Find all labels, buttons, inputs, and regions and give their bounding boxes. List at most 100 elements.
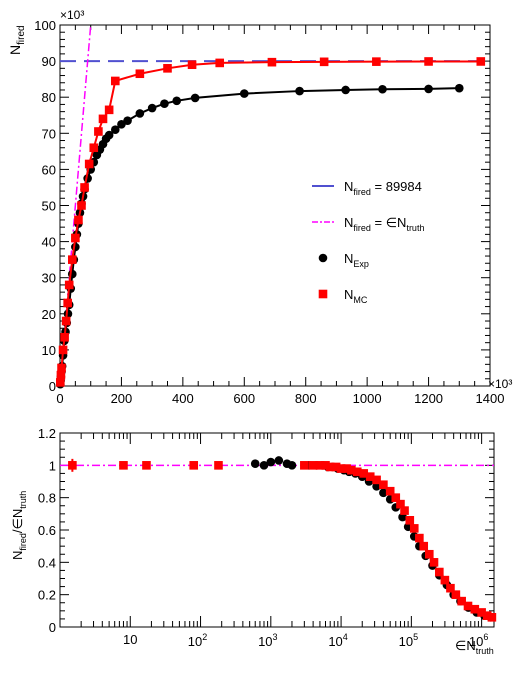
y-tick-label: 70 — [42, 126, 56, 141]
ratio-point-N_MC — [441, 576, 450, 585]
x-tick-label: 400 — [172, 391, 194, 406]
tick-base: 10 — [258, 634, 272, 649]
data-point-N_MC — [320, 58, 329, 67]
ratio-point-N_MC — [419, 542, 428, 551]
tick-exponent: 5 — [413, 632, 418, 642]
ratio-point-N_MC — [430, 558, 439, 567]
data-point-N_Exp — [455, 84, 464, 93]
x-tick-label: 1000 — [353, 391, 382, 406]
ratio-y-tick-label: 0 — [49, 620, 56, 635]
legend-label-part: N — [344, 179, 353, 194]
tick-exponent: 4 — [343, 632, 348, 642]
data-point-N_Exp — [378, 85, 387, 94]
ratio-x-tick-label: 103 — [258, 632, 277, 649]
y-tick-label: 0 — [49, 379, 56, 394]
legend-label: NExp — [344, 251, 369, 269]
ratio-point-N_MC — [435, 568, 444, 577]
ratio-point-N_MC — [214, 461, 223, 470]
x-tick-label: 200 — [111, 391, 133, 406]
ratio-y-axis-title: Nfired/∈Ntruth — [10, 491, 28, 560]
ratio-point-N_Exp — [275, 456, 284, 465]
data-point-N_MC — [57, 364, 66, 373]
ratio-y-tick-label: 1 — [49, 458, 56, 473]
ratio-y-tick-label: 0.8 — [38, 491, 56, 506]
data-point-N_MC — [105, 106, 114, 115]
legend-label-part: MC — [353, 295, 367, 305]
ratio-y-tick-label: 0.6 — [38, 523, 56, 538]
data-point-N_MC — [111, 77, 120, 86]
y-axis-title: Nfired — [7, 25, 27, 55]
ratio-point-N_MC — [405, 516, 414, 525]
data-point-N_MC — [85, 160, 94, 169]
ratio-x-tick-label: 104 — [328, 632, 347, 649]
ratio-x-tick-label: 10 — [123, 632, 137, 647]
data-point-N_MC — [68, 255, 77, 264]
y-tick-label: 40 — [42, 235, 56, 250]
data-point-N_MC — [372, 57, 381, 66]
y-tick-label: 60 — [42, 162, 56, 177]
ratio-point-N_Exp — [251, 459, 260, 468]
legend-label: Nfired = ∈Ntruth — [344, 215, 424, 233]
data-point-N_Exp — [160, 99, 169, 108]
y-tick-label: 90 — [42, 54, 56, 69]
data-point-N_MC — [136, 69, 145, 78]
ratio-y-axis-title-part: N — [10, 551, 25, 560]
ratio-point-N_MC — [400, 506, 409, 515]
y-axis-title-part: N — [7, 45, 23, 55]
ratio-point-N_MC — [415, 534, 424, 543]
tick-base: 10 — [188, 634, 202, 649]
data-point-N_MC — [63, 299, 72, 308]
data-point-N_MC — [163, 64, 172, 73]
y-tick-label: 80 — [42, 90, 56, 105]
data-point-N_MC — [268, 58, 277, 67]
data-point-N_MC — [71, 234, 80, 243]
data-point-N_MC — [62, 317, 71, 326]
y-tick-label: 10 — [42, 343, 56, 358]
data-point-N_MC — [99, 115, 108, 124]
legend-label-part: truth — [406, 223, 424, 233]
legend-label-part: fired — [353, 187, 371, 197]
ratio-point-N_MC — [410, 524, 419, 533]
x-tick-label: 600 — [233, 391, 255, 406]
data-point-N_MC — [188, 60, 197, 69]
y-axis-title-part: fired — [16, 25, 27, 44]
legend-label: Nfired = 89984 — [344, 179, 422, 197]
ratio-x-axis-title-part: truth — [476, 646, 494, 656]
y-multiplier: ×10³ — [60, 8, 84, 22]
ratio-point-N_Exp — [267, 458, 276, 467]
ratio-y-axis-title-part: truth — [18, 491, 28, 509]
tick-exponent: 2 — [202, 632, 207, 642]
series-line-N_MC — [60, 61, 480, 382]
ratio-x-tick-label: 102 — [188, 632, 207, 649]
legend-label-part: = ∈N — [371, 215, 407, 230]
data-point-N_MC — [77, 201, 86, 210]
data-point-N_Exp — [123, 116, 132, 125]
legend-label-part: fired — [353, 223, 371, 233]
legend-marker — [319, 290, 328, 299]
legend-label-part: N — [344, 251, 353, 266]
ratio-y-tick-label: 0.4 — [38, 555, 56, 570]
x-multiplier: ×10³ — [488, 377, 512, 391]
series-line-N_Exp — [60, 88, 459, 384]
ratio-y-axis-title-part: /∈N — [10, 509, 25, 533]
ratio-point-N_MC — [488, 613, 497, 622]
y-tick-label: 20 — [42, 307, 56, 322]
ratio-y-axis-title-part: fired — [18, 533, 28, 551]
y-tick-label: 30 — [42, 271, 56, 286]
ratio-x-tick-label: 105 — [399, 632, 418, 649]
x-tick-label: 0 — [56, 391, 63, 406]
ratio-point-N_MC — [119, 461, 128, 470]
ratio-point-N_MC — [142, 461, 151, 470]
bottom-panel: 00.20.40.60.811.210 102 103 104 105 106Nfired… — [10, 426, 496, 656]
data-point-N_MC — [74, 216, 83, 225]
legend-marker — [319, 254, 328, 263]
ratio-point-N_Exp — [288, 461, 297, 470]
y-tick-label: 50 — [42, 199, 56, 214]
data-point-N_MC — [59, 346, 68, 355]
tick-exponent: 6 — [483, 632, 488, 642]
tick-base: 10 — [328, 634, 342, 649]
data-point-N_Exp — [240, 89, 249, 98]
